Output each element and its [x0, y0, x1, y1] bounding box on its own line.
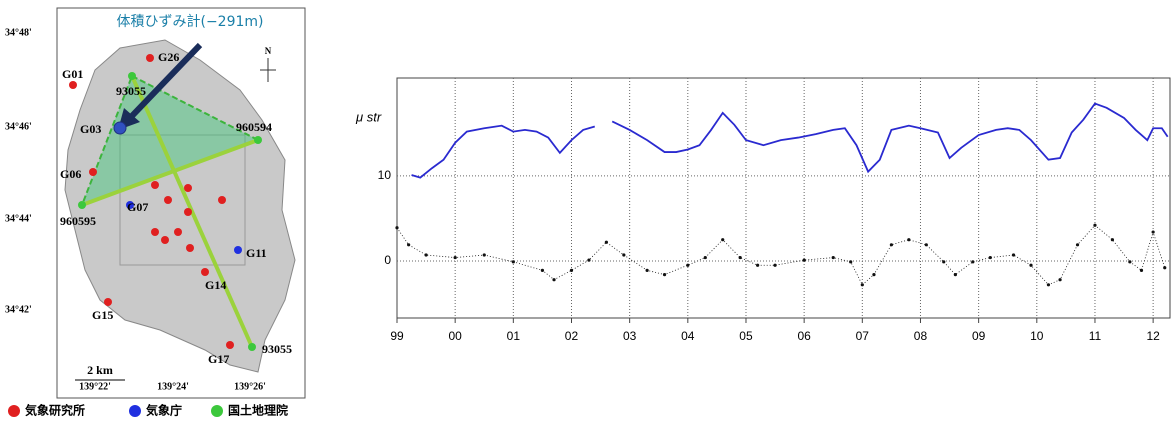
legend-label: 気象研究所: [25, 403, 85, 418]
latitude: 34°42': [5, 304, 32, 315]
x-tick-label: 11: [1089, 329, 1102, 343]
legend-dot: [129, 405, 141, 417]
data-point: [424, 253, 427, 256]
station-label: G01: [62, 67, 83, 81]
station-dot: [114, 122, 126, 134]
x-tick-label: 10: [1030, 329, 1044, 343]
station-label: G17: [208, 352, 229, 366]
x-tick-label: 09: [972, 329, 986, 343]
station-dot: [248, 343, 256, 351]
station-dot: [184, 208, 192, 216]
data-point: [890, 243, 893, 246]
station-dot: [146, 54, 154, 62]
longitude: 139°22': [79, 381, 111, 392]
y-tick-label: 0: [384, 253, 391, 267]
x-tick-label: 02: [565, 329, 579, 343]
station-dot: [254, 136, 262, 144]
data-point: [861, 283, 864, 286]
data-point: [1029, 264, 1032, 267]
station-dot: [226, 341, 234, 349]
station-label: G03: [80, 122, 101, 136]
station-dot: [78, 201, 86, 209]
x-tick-label: 99: [390, 329, 404, 343]
scale-label: 2 km: [87, 363, 113, 377]
x-tick-label: 12: [1146, 329, 1160, 343]
station-dot: [69, 81, 77, 89]
map-title: 体積ひずみ計(−291m): [116, 14, 263, 30]
x-tick-label: 00: [448, 329, 462, 343]
x-tick-label: 08: [914, 329, 928, 343]
station-dot: [89, 168, 97, 176]
longitude: 139°24': [157, 381, 189, 392]
station-label: G06: [60, 167, 81, 181]
data-point: [849, 260, 852, 263]
station-dot: [234, 246, 242, 254]
data-point: [704, 256, 707, 259]
data-line: [412, 104, 1168, 178]
station-dot: [151, 228, 159, 236]
station-label: G11: [246, 246, 267, 260]
station-dot: [104, 298, 112, 306]
latitude: 34°48': [5, 27, 32, 38]
x-tick-label: 06: [797, 329, 811, 343]
north: N: [265, 46, 272, 56]
station-dot: [201, 268, 209, 276]
station-label: 960595: [60, 214, 96, 228]
latitude: 34°46': [5, 121, 32, 132]
station-label: G15: [92, 308, 113, 322]
station-label: 960594: [236, 120, 272, 134]
station-dot: [128, 72, 136, 80]
data-trace: [397, 225, 1165, 285]
latitude: 34°44': [5, 213, 32, 224]
legend-dot: [211, 405, 223, 417]
data-point: [454, 256, 457, 259]
station-dot: [174, 228, 182, 236]
y-axis-label: μ str: [355, 109, 382, 124]
longitude: 139°26': [234, 381, 266, 392]
station-dot: [218, 196, 226, 204]
data-point: [622, 253, 625, 256]
legend-dot: [8, 405, 20, 417]
station-dot: [151, 181, 159, 189]
data-point: [407, 243, 410, 246]
x-tick-label: 05: [739, 329, 753, 343]
data-point: [686, 264, 689, 267]
station-dot: [161, 236, 169, 244]
station-dot: [186, 244, 194, 252]
station-label: 93055: [116, 84, 146, 98]
x-tick-label: 01: [507, 329, 521, 343]
station-dot: [184, 184, 192, 192]
station-label: 93055: [262, 342, 292, 356]
station-dot: [164, 196, 172, 204]
station-label: G14: [205, 278, 226, 292]
x-tick-label: 03: [623, 329, 637, 343]
x-tick-label: 07: [856, 329, 870, 343]
x-tick-label: 04: [681, 329, 695, 343]
y-tick-label: 10: [378, 168, 392, 182]
data-point: [756, 264, 759, 267]
data-point: [587, 259, 590, 262]
page: 体積ひずみ計(−291m) N 2 km 34°48' 34°46' 34°44…: [0, 0, 1175, 421]
station-label: G26: [158, 50, 179, 64]
legend-label: 気象庁: [146, 403, 182, 418]
legend-label: 国土地理院: [228, 403, 288, 418]
data-point: [570, 269, 573, 272]
station-label: G07: [127, 200, 148, 214]
data-point: [832, 256, 835, 259]
